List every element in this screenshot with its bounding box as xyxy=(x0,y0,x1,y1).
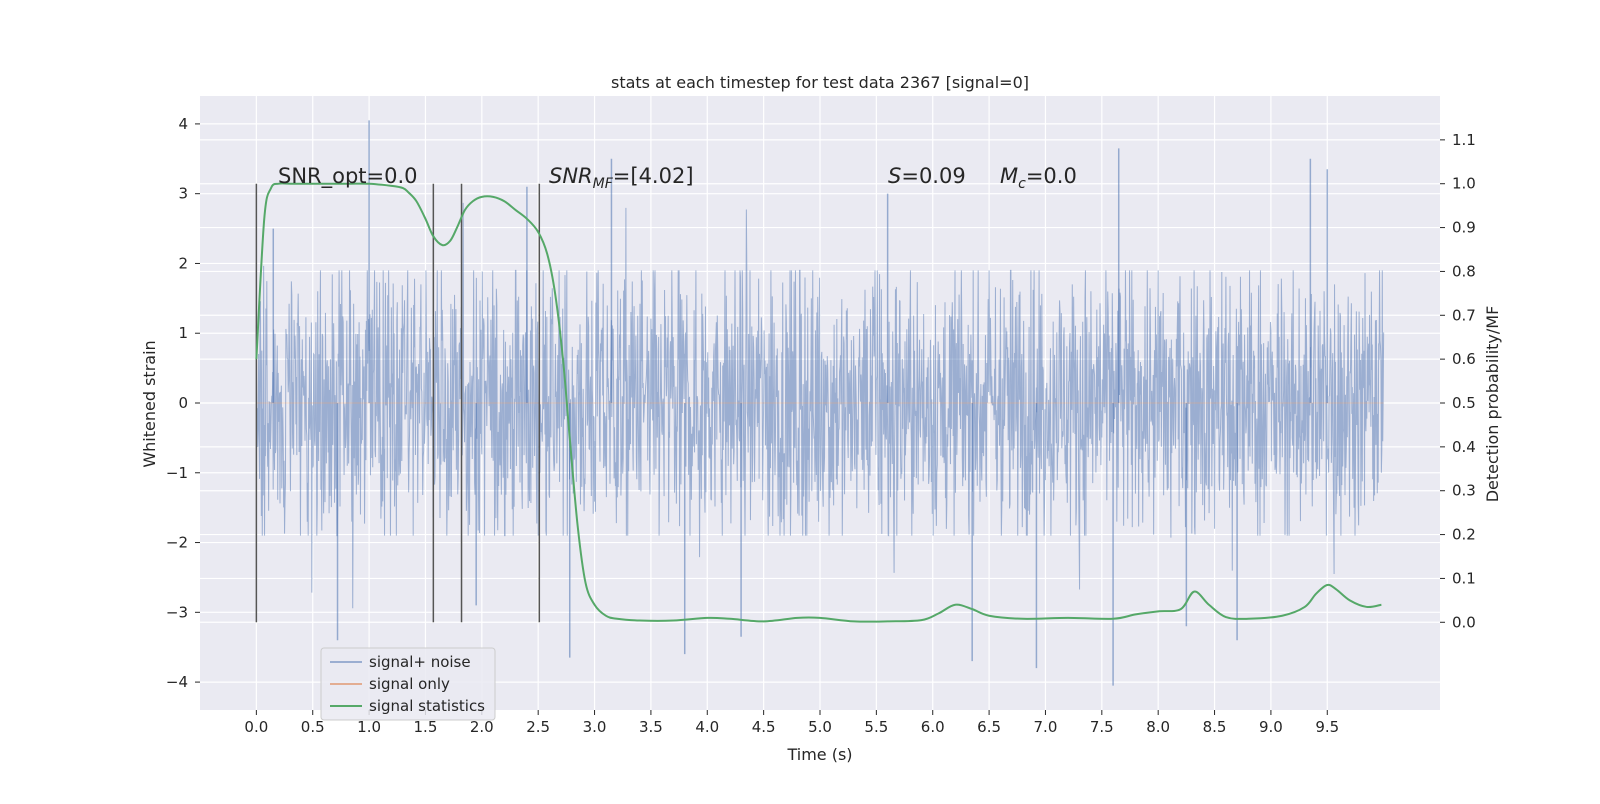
y-left-tick-label: −2 xyxy=(166,534,188,552)
y-left-tick-label: 1 xyxy=(178,324,188,342)
signal-statistics-series xyxy=(255,182,1382,623)
y-left-tick-label: −3 xyxy=(166,603,188,621)
legend-label-signal-only: signal only xyxy=(369,675,450,693)
y-right-tick-label: 0.8 xyxy=(1452,262,1476,280)
x-tick-label: 0.5 xyxy=(301,718,325,736)
annotation-snr-mf-sub: MF xyxy=(593,176,614,192)
y-right-tick-label: 1.0 xyxy=(1452,175,1476,193)
signal-statistics-line xyxy=(255,182,1382,623)
x-tick-label: 0.0 xyxy=(244,718,268,736)
annotation-mc-main: M xyxy=(1000,164,1018,188)
x-tick-label: 2.0 xyxy=(470,718,494,736)
y-left-axis-ticks: 4 3 2 1 0 −1 −2 −3 −4 xyxy=(166,115,200,691)
x-tick-label: 7.5 xyxy=(1090,718,1114,736)
legend-label-signal-statistics: signal statistics xyxy=(369,697,485,715)
x-tick-label: 7.0 xyxy=(1034,718,1058,736)
y-right-tick-label: 0.4 xyxy=(1452,438,1476,456)
x-tick-label: 1.0 xyxy=(357,718,381,736)
y-left-tick-label: 3 xyxy=(178,185,188,203)
annotation-snr-mf: SNRMF=[4.02] xyxy=(549,164,694,192)
x-tick-label: 5.5 xyxy=(864,718,888,736)
annotation-s: S=0.09 xyxy=(888,164,966,188)
x-tick-label: 5.0 xyxy=(808,718,832,736)
y-right-tick-label: 0.0 xyxy=(1452,613,1476,631)
x-tick-label: 6.0 xyxy=(921,718,945,736)
y-right-tick-label: 0.2 xyxy=(1452,526,1476,544)
legend-box xyxy=(320,647,496,721)
legend: signal+ noise signal only signal statist… xyxy=(320,647,496,721)
y-left-tick-label: −1 xyxy=(166,464,188,482)
x-tick-label: 3.5 xyxy=(639,718,663,736)
x-tick-label: 3.0 xyxy=(583,718,607,736)
x-tick-label: 9.0 xyxy=(1259,718,1283,736)
annotation-snr-mf-main: SNR xyxy=(549,164,593,188)
annotation-mc: Mc=0.0 xyxy=(1000,164,1077,192)
annotation-mc-sub: c xyxy=(1018,176,1026,192)
x-tick-label: 9.5 xyxy=(1315,718,1339,736)
y-right-tick-label: 0.1 xyxy=(1452,569,1476,587)
y-right-tick-label: 0.7 xyxy=(1452,306,1476,324)
vertical-markers xyxy=(255,183,541,623)
signal-noise-series xyxy=(255,120,1385,686)
annotation-s-symbol: S xyxy=(888,164,901,188)
annotation-s-value: =0.09 xyxy=(901,164,965,188)
legend-label-signal-noise: signal+ noise xyxy=(369,653,471,671)
signal-noise-line xyxy=(255,202,1385,609)
chart-title: stats at each timestep for test data 236… xyxy=(611,73,1029,92)
y-right-axis-label: Detection probability/MF xyxy=(1483,306,1502,503)
y-left-tick-label: −4 xyxy=(166,673,188,691)
x-tick-label: 4.0 xyxy=(695,718,719,736)
y-right-tick-label: 0.9 xyxy=(1452,219,1476,237)
y-left-axis-label: Whitened strain xyxy=(140,340,159,467)
annotation-mc-value: =0.0 xyxy=(1026,164,1077,188)
annotation-snr-mf-value: =[4.02] xyxy=(613,164,694,188)
x-tick-label: 8.0 xyxy=(1146,718,1170,736)
x-tick-label: 1.5 xyxy=(414,718,438,736)
x-axis-label: Time (s) xyxy=(786,745,852,764)
x-tick-label: 6.5 xyxy=(977,718,1001,736)
x-tick-label: 8.5 xyxy=(1203,718,1227,736)
x-tick-label: 4.5 xyxy=(752,718,776,736)
y-left-tick-label: 2 xyxy=(178,254,188,272)
x-axis-ticks: 0.0 0.5 1.0 1.5 2.0 2.5 3.0 3.5 4.0 4.5 5.0 5.5 6.0 6… xyxy=(244,710,1339,736)
x-tick-label: 2.5 xyxy=(526,718,550,736)
annotation-snr-opt: SNR_opt=0.0 xyxy=(278,164,418,189)
y-left-tick-label: 0 xyxy=(178,394,188,412)
y-right-tick-label: 0.3 xyxy=(1452,482,1476,500)
y-left-tick-label: 4 xyxy=(178,115,188,133)
y-right-tick-label: 0.6 xyxy=(1452,350,1476,368)
y-right-tick-label: 0.5 xyxy=(1452,394,1476,412)
y-right-axis-ticks: 1.1 1.0 0.9 0.8 0.7 0.6 0.5 0.4 0.3 0.2 0.1 0.0 xyxy=(1440,131,1476,631)
y-right-tick-label: 1.1 xyxy=(1452,131,1476,149)
